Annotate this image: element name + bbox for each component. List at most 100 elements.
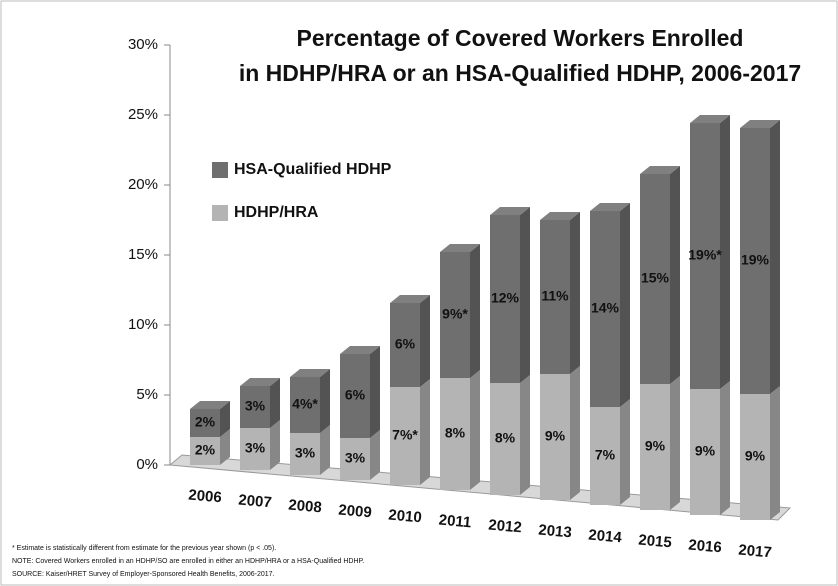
bar-top — [390, 295, 430, 303]
bar-top — [540, 212, 580, 220]
bar — [740, 394, 770, 520]
data-label: 4%* — [292, 396, 318, 412]
data-label: 3% — [245, 440, 266, 456]
x-tick-label: 2008 — [288, 497, 323, 517]
data-label: 19% — [741, 252, 770, 268]
legend-swatch — [212, 205, 228, 221]
chart-title: in HDHP/HRA or an HSA-Qualified HDHP, 20… — [239, 60, 801, 86]
bar-side — [420, 379, 430, 485]
bar — [740, 128, 770, 394]
bar — [440, 252, 470, 378]
y-tick-label: 30% — [128, 36, 158, 53]
footnote: * Estimate is statistically different fr… — [12, 545, 276, 552]
x-tick-label: 2010 — [388, 507, 423, 527]
bar — [290, 377, 320, 433]
bar-top — [190, 401, 230, 409]
x-tick-label: 2015 — [638, 532, 673, 552]
bar-top — [290, 369, 330, 377]
bar-top — [640, 166, 680, 174]
bar-side — [720, 381, 730, 515]
data-label: 12% — [491, 290, 520, 306]
bar-side — [270, 420, 280, 470]
bar — [390, 387, 420, 485]
bar — [490, 383, 520, 495]
bar-side — [570, 212, 580, 374]
bar — [190, 437, 220, 465]
x-tick-label: 2017 — [738, 542, 773, 562]
data-label: 6% — [345, 387, 366, 403]
bar-side — [520, 375, 530, 495]
bar — [340, 354, 370, 438]
data-label: 2% — [195, 414, 216, 430]
legend-swatch — [212, 162, 228, 178]
bar-side — [320, 425, 330, 475]
bar-top — [240, 378, 280, 386]
bar-side — [620, 203, 630, 407]
bar — [240, 386, 270, 428]
bar-top — [590, 203, 630, 211]
data-label: 7%* — [392, 427, 418, 443]
bar-top — [440, 244, 480, 252]
data-label: 6% — [395, 336, 416, 352]
floor — [168, 454, 792, 521]
y-tick-label: 15% — [128, 246, 158, 263]
data-label: 11% — [541, 288, 569, 304]
x-tick-label: 2016 — [688, 537, 723, 557]
bar-side — [270, 378, 280, 428]
data-label: 3% — [345, 450, 366, 466]
x-tick-label: 2009 — [338, 502, 373, 522]
bar-top — [740, 120, 780, 128]
bar-top — [490, 207, 530, 215]
bar-side — [220, 401, 230, 437]
bar-side — [420, 295, 430, 387]
x-tick-label: 2013 — [538, 522, 573, 542]
bar-side — [670, 376, 680, 510]
footnote: SOURCE: Kaiser/HRET Survey of Employer-S… — [12, 571, 275, 578]
bar-side — [370, 346, 380, 438]
bar-top — [340, 346, 380, 354]
bar-side — [770, 386, 780, 520]
bar — [190, 409, 220, 437]
bar — [590, 211, 620, 407]
bar-side — [570, 366, 580, 500]
footnote: NOTE: Covered Workers enrolled in an HDH… — [12, 558, 364, 565]
data-label: 14% — [591, 300, 620, 316]
bar-side — [770, 120, 780, 394]
bar-side — [220, 429, 230, 465]
x-tick-label: 2007 — [238, 492, 273, 512]
x-tick-label: 2011 — [438, 512, 472, 532]
x-tick-label: 2006 — [188, 487, 223, 507]
legend-label: HSA-Qualified HDHP — [234, 161, 392, 178]
data-label: 9% — [545, 428, 566, 444]
data-label: 9% — [695, 443, 716, 459]
y-tick-label: 10% — [128, 316, 158, 333]
bar — [690, 123, 720, 389]
bar-side — [620, 399, 630, 505]
bar — [340, 438, 370, 480]
chart-title: Percentage of Covered Workers Enrolled — [297, 25, 744, 51]
data-label: 3% — [295, 445, 316, 461]
bar — [640, 174, 670, 384]
bar — [490, 215, 520, 383]
data-label: 9% — [645, 438, 666, 454]
data-label: 19%* — [688, 247, 722, 263]
data-label: 8% — [495, 430, 516, 446]
y-tick-label: 25% — [128, 106, 158, 123]
x-tick-label: 2014 — [588, 527, 623, 547]
data-label: 3% — [245, 398, 266, 414]
data-label: 15% — [641, 270, 670, 286]
data-label: 9% — [745, 448, 766, 464]
bar-side — [470, 370, 480, 490]
data-label: 7% — [595, 447, 616, 463]
bar-side — [470, 244, 480, 378]
bar — [240, 428, 270, 470]
legend-label: HDHP/HRA — [234, 204, 319, 221]
bar-top — [690, 115, 730, 123]
bar-side — [720, 115, 730, 389]
bar — [540, 220, 570, 374]
bar — [640, 384, 670, 510]
bar-side — [520, 207, 530, 383]
bar-side — [670, 166, 680, 384]
data-label: 8% — [445, 425, 466, 441]
